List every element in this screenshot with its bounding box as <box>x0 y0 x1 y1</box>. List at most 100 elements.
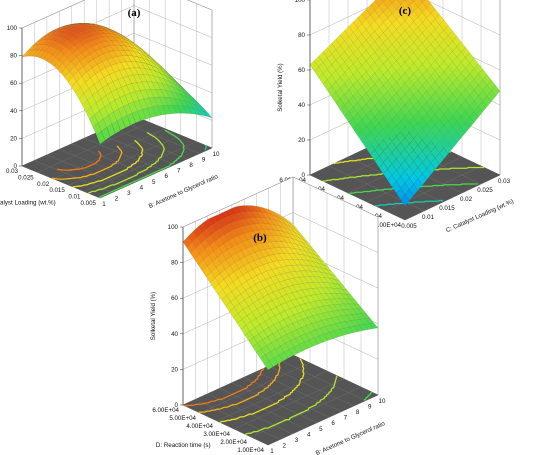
x-tick-label: 0.03 <box>498 178 511 185</box>
chart-panel-c: 0 20 40 60 80 100 Solketal Yield (%) 0.005 0.01 0… <box>277 0 515 234</box>
floor-gridline <box>219 388 305 429</box>
z-tick-label: 20 <box>298 137 305 144</box>
x-tick-label: 7 <box>344 415 348 422</box>
floor-gridline <box>96 132 175 165</box>
z-tick-label: 100 <box>7 25 18 32</box>
floor-gridline <box>53 128 166 179</box>
x-tick-label: 0.02 <box>460 196 473 203</box>
x-tick-label: 9 <box>368 404 372 411</box>
x-tick-label: 4 <box>140 184 144 191</box>
floor-gridline <box>99 147 213 199</box>
floor-gridline <box>199 362 311 414</box>
x-tick-label: 7 <box>177 168 181 175</box>
floor-gridline <box>182 404 269 446</box>
x-tick-label: 9 <box>202 157 206 164</box>
x-tick-label: 0.005 <box>401 223 417 230</box>
floor-gridline <box>46 154 125 188</box>
contour-line <box>204 145 207 151</box>
surface-cell <box>400 194 410 207</box>
floor-gridline <box>68 135 181 186</box>
floor-gridline <box>37 122 150 173</box>
wall-gridline <box>309 0 501 36</box>
response-surface <box>309 0 501 207</box>
floor-gridline <box>404 174 501 221</box>
z-tick-label: 20 <box>10 135 17 142</box>
contour-line <box>363 391 373 401</box>
y-tick-label: 6.00E+04 <box>152 407 179 414</box>
x-tick-label: 5 <box>152 179 156 186</box>
surface-cell <box>412 0 416 2</box>
x-tick-label: 2 <box>115 195 119 202</box>
x-axis-title: B: Acetone to Glycerol ratio <box>315 420 387 455</box>
y-tick-label: 3.00E+04 <box>203 431 230 438</box>
panel-label: (c) <box>399 5 412 17</box>
floor-gridline <box>244 377 330 418</box>
surface-cell <box>381 0 386 3</box>
floor-gridline <box>59 149 138 182</box>
floor-gridline <box>84 138 163 171</box>
x-tick-label: 2 <box>282 442 286 449</box>
z-tick-label: 40 <box>298 102 305 109</box>
x-tick-label: 1 <box>102 201 106 208</box>
x-tick-label: 1 <box>270 448 274 455</box>
z-tick-label: 0 <box>302 172 306 179</box>
floor-gridline <box>71 143 150 176</box>
x-tick-label: 6 <box>164 173 168 180</box>
z-axis: 0 20 40 60 80 100 Solketal Yield (%) <box>150 224 184 409</box>
x-tick-label: 6 <box>331 420 335 427</box>
floor-gridline <box>233 378 345 430</box>
z-tick-label: 40 <box>171 331 178 338</box>
contour-line <box>98 129 185 199</box>
y-tick-label: 0.025 <box>18 174 34 181</box>
y-tick-label: 0.005 <box>81 200 97 207</box>
y-tick-label: 0.02 <box>37 181 50 188</box>
contour-line <box>88 131 166 194</box>
contour-line <box>72 139 144 188</box>
y-tick-label: 2.00E+04 <box>220 439 247 446</box>
y-tick-label: 0.03 <box>6 168 19 175</box>
x-tick-label: 4 <box>307 431 311 438</box>
z-axis-title: Solketal Yield (%) <box>277 63 284 112</box>
z-tick-label: 60 <box>10 80 17 87</box>
y-tick-label: 5.00E+04 <box>169 415 196 422</box>
floor-gridline <box>256 371 342 412</box>
contour-line <box>198 362 281 413</box>
floor-gridline <box>250 386 362 438</box>
floor-gridline <box>231 382 317 423</box>
contour-line <box>184 368 265 407</box>
response-surface <box>182 205 379 371</box>
z-tick-label: 100 <box>295 0 306 4</box>
panel-label: (b) <box>253 232 267 244</box>
response-surface <box>21 23 213 145</box>
y-tick-label: 4.00E+04 <box>186 423 213 430</box>
floor-gridline <box>121 121 200 154</box>
x-tick-label: 5 <box>319 426 323 433</box>
x-tick-label: 0.01 <box>422 214 435 221</box>
floor-gridline <box>280 360 366 401</box>
z-tick-label: 40 <box>10 108 17 115</box>
contour-line <box>219 358 305 423</box>
y-axis: 1.00E+042.00E+043.00E+044.00E+045.00E+04… <box>152 407 264 454</box>
floor-gridline <box>268 365 354 407</box>
floor-gridline <box>195 399 281 440</box>
y-axis-title: C: Catalyst Loading (wt.%) <box>0 199 56 206</box>
x-tick-label: 0.015 <box>439 205 455 212</box>
z-tick-label: 0 <box>14 163 18 170</box>
floor-gridline <box>309 174 406 221</box>
y-axis-title: D: Reaction time (s) <box>156 442 211 449</box>
floor-gridline <box>216 370 328 422</box>
x-tick-label: 3 <box>295 437 299 444</box>
z-tick-label: 60 <box>298 67 305 74</box>
floor-gridline <box>133 115 213 149</box>
y-tick-label: 0.01 <box>68 194 81 201</box>
y-tick-label: 1.00E+04 <box>374 222 401 229</box>
z-tick-label: 0 <box>175 402 179 409</box>
x-tick-label: 8 <box>189 162 193 169</box>
floor-contours <box>51 129 207 199</box>
contour-line <box>51 145 123 180</box>
panel-label: (a) <box>128 7 141 19</box>
surface-cell <box>96 131 106 145</box>
